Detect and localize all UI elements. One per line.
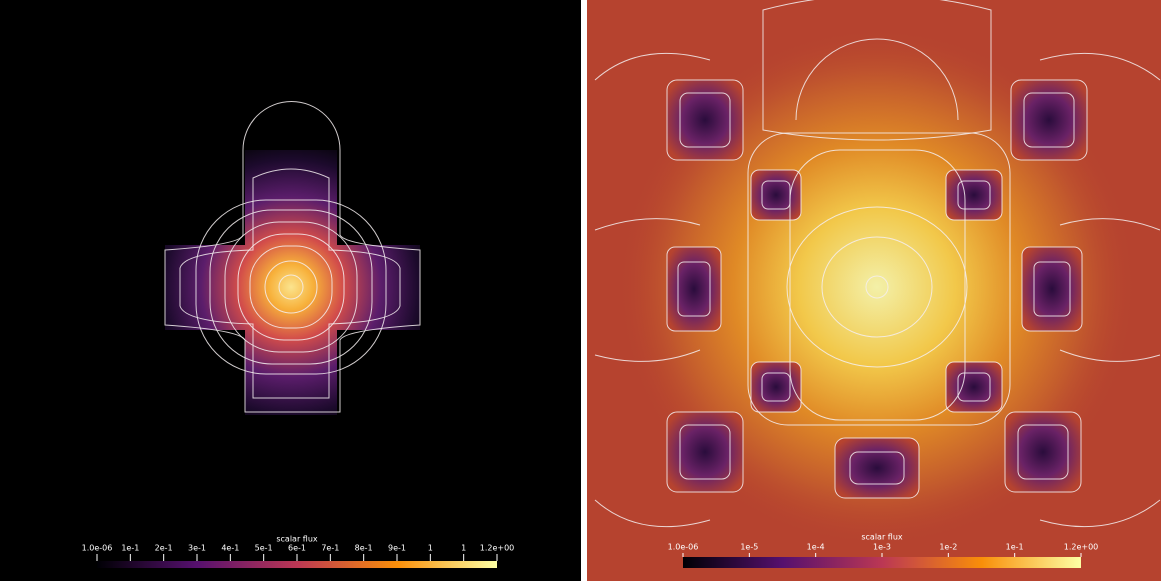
colorbar-tick-label: 2e-1 <box>155 544 173 553</box>
colorbar-tick-label: 1.0e-06 <box>82 544 113 553</box>
colorbar-tick-label: 3e-1 <box>188 544 206 553</box>
colorbar-tick-label: 1e-4 <box>807 543 825 552</box>
colorbar-tick-label: 1e-1 <box>121 544 139 553</box>
colorbar-tick-label: 1.2e+00 <box>1064 543 1099 552</box>
contours <box>164 101 421 413</box>
colorbar-tick-label: 1e-3 <box>873 543 891 552</box>
colorbar-tick-label: 1 <box>428 544 433 553</box>
colorbar-tick-label: 5e-1 <box>255 544 273 553</box>
colorbar-tick-label: 1e-1 <box>1006 543 1024 552</box>
colorbar-tick-label: 9e-1 <box>388 544 406 553</box>
colorbar-tick-label: 4e-1 <box>221 544 239 553</box>
colorbar-tick-label: 1.2e+00 <box>480 544 515 553</box>
colorbar-tick-label: 1e-5 <box>740 543 758 552</box>
colorbar-title: scalar flux <box>861 533 903 542</box>
colorbar <box>97 561 497 568</box>
colorbar-tick-label: 1.0e-06 <box>668 543 699 552</box>
colorbar-tick-label: 8e-1 <box>355 544 373 553</box>
colorbar-tick-label: 1 <box>461 544 466 553</box>
colorbar-tick-label: 6e-1 <box>288 544 306 553</box>
colorbar-title: scalar flux <box>276 535 318 544</box>
flux-field <box>165 150 420 415</box>
colorbar-tick-label: 1e-2 <box>939 543 957 552</box>
colorbar-tick-label: 7e-1 <box>321 544 339 553</box>
contours <box>594 0 1161 528</box>
colorbar <box>683 557 1081 568</box>
